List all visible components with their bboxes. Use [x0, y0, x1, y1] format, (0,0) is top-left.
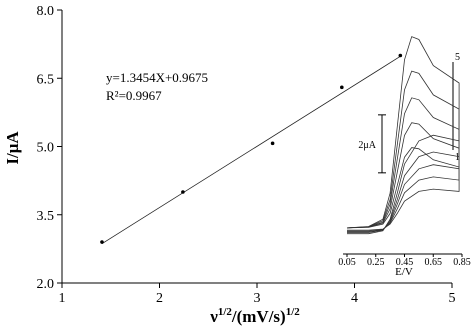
data-point	[100, 240, 104, 244]
cv-curve	[346, 70, 460, 233]
inset-x-tick-label: 0.65	[425, 257, 443, 268]
annotation: R²=0.9967	[106, 88, 162, 103]
cv-curve	[346, 122, 460, 232]
y-tick-label: 6.5	[37, 72, 55, 87]
data-point	[181, 190, 185, 194]
x-tick-label: 3	[254, 291, 261, 306]
x-label-base: ν	[209, 307, 218, 326]
x-tick-label: 1	[59, 291, 66, 306]
inset-x-tick-label: 0.85	[453, 257, 471, 268]
x-tick-label: 4	[351, 291, 358, 306]
x-label-sup: 1/2	[286, 306, 301, 318]
curve-label: 5	[455, 52, 460, 63]
x-axis-label: ν1/2/(mV/s)1/2	[209, 306, 300, 326]
cv-curve	[346, 97, 460, 233]
y-tick-label: 5.0	[37, 141, 55, 156]
data-point	[340, 85, 344, 90]
inset-x-tick-label: 0.05	[338, 257, 356, 268]
inset-x-label: E/V	[395, 266, 413, 278]
annotation: y=1.3454X+0.9675	[106, 70, 208, 85]
inset-x-tick-label: 0.25	[367, 257, 385, 268]
cv-curve	[346, 147, 460, 231]
y-tick-label: 3.5	[37, 209, 55, 224]
y-tick-label: 8.0	[37, 4, 55, 19]
data-point	[398, 53, 403, 58]
x-tick-label: 2	[156, 291, 163, 306]
scale-bar-label: 2μA	[358, 140, 376, 151]
inset-x-tick-label: 0.45	[396, 257, 414, 268]
x-tick-label: 5	[449, 291, 456, 306]
y-tick-label: 2.0	[37, 277, 55, 292]
y-axis-label: I/μA	[3, 131, 22, 165]
curve-label: 1	[455, 152, 460, 163]
cv-curve	[346, 36, 460, 235]
x-label-mid: /(mV/s)	[231, 307, 286, 326]
x-label-sup: 1/2	[218, 306, 233, 318]
fit-line	[101, 56, 401, 245]
data-point	[270, 141, 275, 146]
